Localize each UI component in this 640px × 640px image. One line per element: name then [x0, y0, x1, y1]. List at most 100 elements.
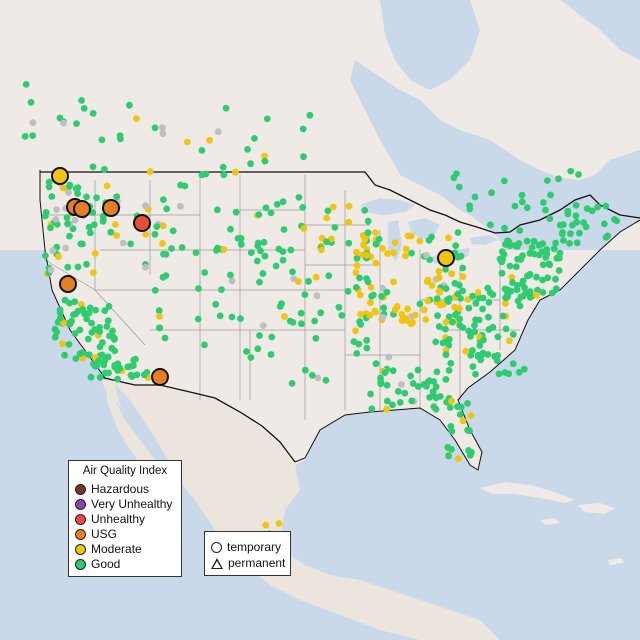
station-marker[interactable] [495, 370, 503, 378]
station-marker[interactable] [353, 350, 361, 357]
station-marker[interactable] [546, 215, 554, 223]
station-marker[interactable] [465, 304, 473, 312]
station-marker[interactable] [300, 153, 307, 161]
station-marker[interactable] [469, 292, 476, 300]
station-marker[interactable] [146, 168, 154, 176]
station-marker[interactable] [442, 266, 449, 273]
station-marker[interactable] [353, 248, 360, 256]
station-marker[interactable] [89, 209, 97, 216]
station-marker[interactable] [455, 281, 463, 289]
station-marker[interactable] [396, 399, 404, 406]
station-marker[interactable] [198, 147, 206, 154]
station-marker[interactable] [83, 260, 90, 268]
station-marker[interactable] [247, 249, 255, 256]
station-marker[interactable] [501, 369, 509, 376]
station-marker[interactable] [513, 286, 521, 294]
station-marker[interactable] [83, 193, 90, 201]
station-marker[interactable] [511, 202, 519, 210]
station-marker[interactable] [127, 240, 135, 248]
station-marker[interactable] [214, 128, 222, 136]
station-marker[interactable] [517, 293, 525, 301]
station-marker[interactable] [178, 244, 186, 251]
station-marker[interactable] [489, 291, 497, 299]
station-marker[interactable] [345, 218, 353, 226]
station-marker[interactable] [51, 333, 59, 341]
station-marker[interactable] [103, 354, 111, 361]
station-marker[interactable] [538, 248, 546, 256]
station-marker[interactable] [383, 397, 391, 405]
station-marker[interactable] [218, 286, 225, 293]
station-marker[interactable] [467, 332, 474, 340]
station-marker[interactable] [276, 303, 284, 310]
station-marker[interactable] [109, 327, 116, 335]
station-marker[interactable] [301, 291, 309, 298]
station-marker[interactable] [435, 287, 443, 295]
station-marker[interactable] [604, 232, 612, 240]
station-marker[interactable] [228, 277, 236, 285]
station-marker[interactable] [469, 363, 477, 370]
station-marker[interactable] [65, 341, 73, 348]
station-marker[interactable] [360, 241, 367, 249]
station-marker[interactable] [29, 132, 37, 140]
station-marker[interactable] [71, 330, 79, 337]
station-marker[interactable] [453, 170, 460, 178]
station-marker[interactable] [156, 313, 163, 320]
station-marker[interactable] [100, 361, 108, 369]
station-marker[interactable] [314, 374, 322, 382]
station-marker[interactable] [416, 237, 424, 245]
station-marker[interactable] [366, 312, 374, 319]
station-marker[interactable] [539, 240, 547, 248]
station-marker[interactable] [254, 242, 262, 250]
station-marker[interactable] [353, 262, 361, 269]
station-marker[interactable] [227, 225, 234, 233]
station-marker[interactable] [84, 335, 92, 343]
station-marker[interactable] [159, 240, 166, 247]
station-marker[interactable] [52, 216, 60, 223]
station-marker[interactable] [45, 183, 53, 191]
station-marker[interactable] [323, 238, 330, 246]
station-marker[interactable] [227, 271, 234, 279]
station-marker[interactable] [534, 286, 541, 294]
station-marker[interactable] [472, 316, 479, 324]
station-marker[interactable] [548, 289, 556, 297]
station-marker[interactable] [119, 239, 127, 247]
station-marker[interactable] [432, 338, 440, 346]
station-marker[interactable] [448, 427, 456, 435]
station-marker[interactable] [372, 240, 380, 248]
station-marker[interactable] [428, 282, 436, 289]
station-marker[interactable] [391, 239, 399, 247]
station-marker[interactable] [488, 189, 495, 197]
station-marker[interactable] [70, 311, 77, 318]
station-marker[interactable] [42, 252, 49, 259]
station-marker[interactable] [526, 288, 534, 296]
station-marker[interactable] [368, 405, 376, 413]
station-marker[interactable] [444, 298, 452, 305]
station-marker[interactable] [471, 328, 478, 336]
station-marker[interactable] [72, 355, 80, 362]
station-marker[interactable] [45, 178, 53, 186]
station-marker[interactable] [457, 403, 465, 411]
station-marker[interactable] [220, 246, 228, 253]
station-marker[interactable] [446, 404, 454, 411]
station-marker[interactable] [312, 334, 320, 342]
station-marker[interactable] [404, 305, 411, 313]
station-marker[interactable] [433, 368, 441, 376]
station-marker[interactable] [474, 351, 482, 359]
station-marker[interactable] [451, 311, 459, 319]
station-marker[interactable] [352, 284, 360, 291]
station-marker[interactable] [447, 359, 455, 367]
station-marker[interactable] [471, 322, 478, 329]
station-marker[interactable] [247, 354, 255, 361]
station-marker[interactable] [101, 369, 109, 377]
station-marker[interactable] [275, 520, 283, 527]
station-marker[interactable] [467, 412, 475, 419]
station-marker[interactable] [567, 167, 575, 175]
station-marker[interactable] [151, 286, 159, 294]
station-marker[interactable] [448, 397, 455, 405]
temporary-station-marker[interactable] [73, 200, 91, 218]
station-marker[interactable] [27, 99, 35, 106]
station-marker[interactable] [508, 274, 516, 281]
station-marker[interactable] [324, 207, 332, 215]
station-marker[interactable] [383, 405, 390, 413]
station-marker[interactable] [89, 163, 97, 171]
